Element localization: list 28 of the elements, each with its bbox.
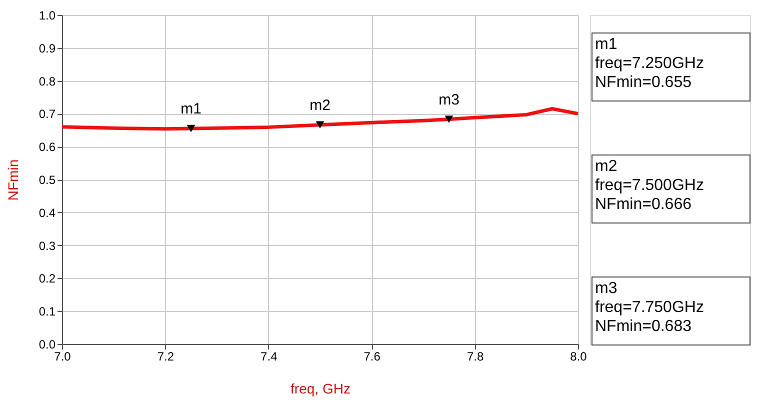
x-tick-label: 7.8	[466, 350, 484, 364]
y-axis-title: NFmin	[4, 159, 21, 201]
y-tick-label: 0.2	[38, 272, 56, 286]
text: m2 freq=7.500GHz NFmin=0.666	[595, 158, 704, 213]
y-tick-label: 0.0	[38, 338, 56, 352]
point	[444, 116, 454, 123]
x-axis-title: freq, GHz	[290, 380, 350, 396]
y-tick-label: 1.0	[38, 8, 56, 22]
y-tick-label: 0.1	[38, 304, 56, 319]
x-tick-label: 7.4	[260, 350, 278, 364]
point	[316, 121, 324, 129]
annotation: m2	[310, 96, 330, 114]
text: m1 freq=7.250GHz NFmin=0.655	[595, 36, 704, 91]
annotation: m1	[180, 100, 202, 118]
y-tick-label: 0.8	[38, 74, 56, 88]
y-tick-label: 0.4	[38, 206, 56, 220]
y-tick-label: 0.9	[38, 41, 56, 56]
x-tick-label: 7.0	[54, 350, 72, 364]
x-tick-label: 8.0	[570, 350, 588, 364]
point	[186, 124, 196, 132]
y-tick-label: 0.5	[38, 173, 56, 187]
x-tick-label: 7.2	[157, 350, 174, 364]
text: m3 freq=7.750GHz NFmin=0.683	[595, 280, 704, 335]
annotation: m3	[438, 91, 460, 108]
x-tick-label: 7.6	[364, 350, 381, 364]
y-tick-label: 0.6	[38, 140, 56, 154]
y-tick-label: 0.3	[38, 238, 56, 253]
y-tick-label: 0.7	[38, 107, 56, 122]
